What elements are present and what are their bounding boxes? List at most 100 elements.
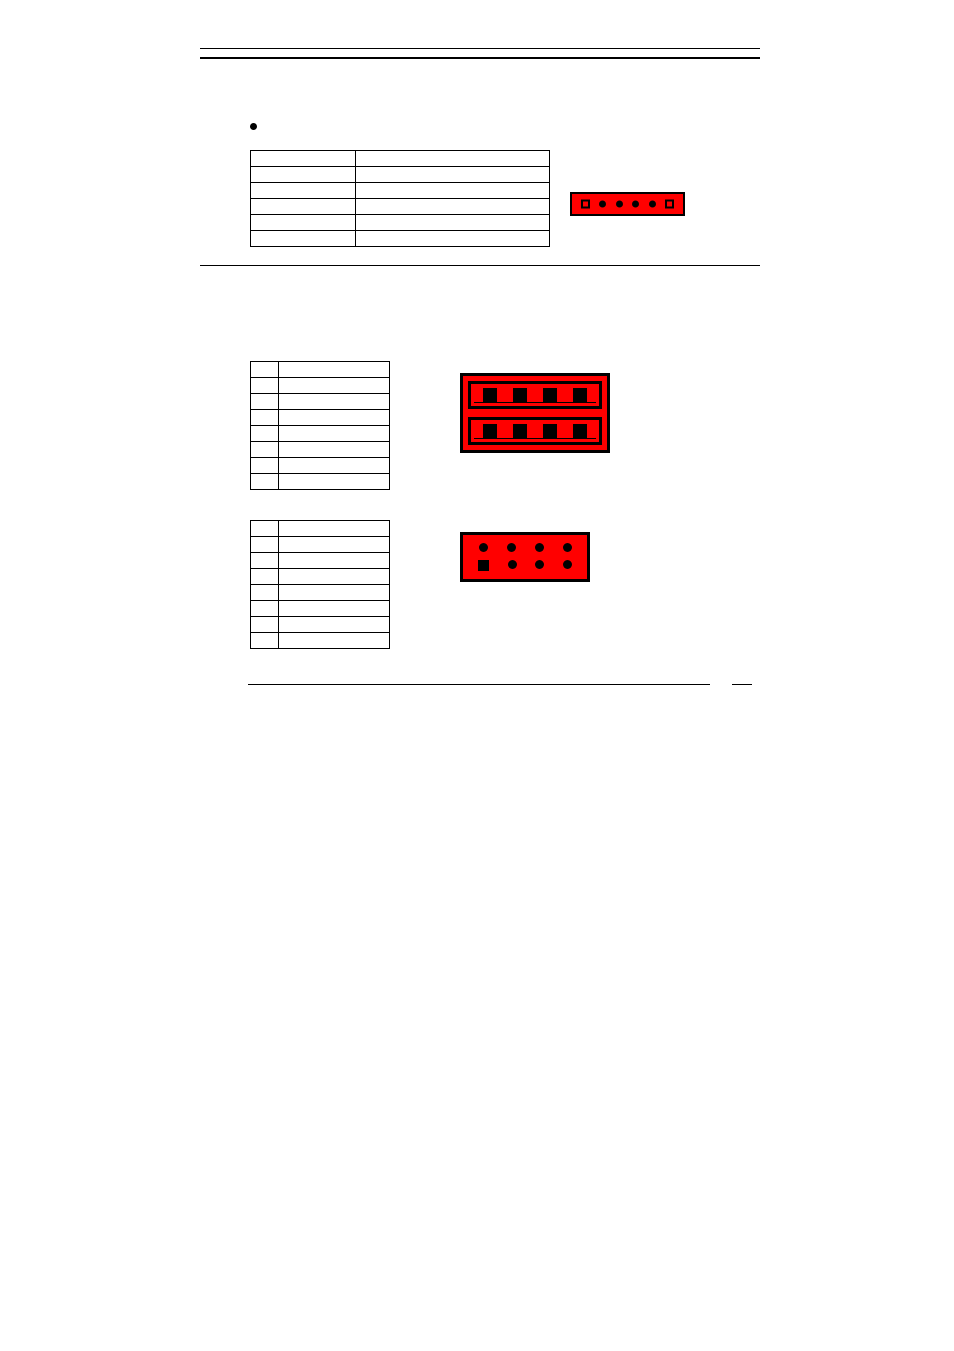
cell [278, 585, 389, 601]
table-row [251, 394, 390, 410]
cell [278, 633, 389, 649]
pin-dot-icon [507, 543, 516, 552]
rule-bottom-main [248, 684, 710, 685]
pin-square-icon [513, 424, 527, 438]
pin-dot-icon [535, 543, 544, 552]
cell [251, 617, 279, 633]
section-b-table [250, 361, 390, 490]
cell [251, 458, 279, 474]
cell [278, 362, 389, 378]
table-row [251, 569, 390, 585]
section-a-table [250, 150, 550, 247]
pin-square-icon [573, 424, 587, 438]
pin-square-icon [581, 200, 590, 209]
usb-tongue-icon [474, 402, 596, 405]
rule-bottom-tick [732, 684, 752, 685]
cell [355, 183, 549, 199]
cell [251, 167, 356, 183]
table-row [251, 521, 390, 537]
pin-square-icon [543, 388, 557, 402]
table-row [251, 199, 550, 215]
table-row [251, 362, 390, 378]
table-row [251, 633, 390, 649]
bullet-item [250, 119, 760, 130]
table-row [251, 410, 390, 426]
usb-port-bottom [468, 417, 602, 445]
pin-dot-icon [632, 201, 639, 208]
cell [251, 442, 279, 458]
cell [251, 362, 279, 378]
cell [251, 585, 279, 601]
usb-tongue-icon [474, 438, 596, 441]
cell [251, 426, 279, 442]
section-a-row [250, 150, 760, 247]
pin-square-icon [573, 388, 587, 402]
rule-top-thick [200, 57, 760, 59]
table-row [251, 378, 390, 394]
pin-dot-icon [649, 201, 656, 208]
cell [278, 378, 389, 394]
cell [251, 215, 356, 231]
cell [251, 601, 279, 617]
pin-row-top [469, 543, 581, 552]
cell [251, 537, 279, 553]
table-row [251, 585, 390, 601]
page-content [200, 48, 760, 685]
pin-square-icon [513, 388, 527, 402]
cell [251, 553, 279, 569]
cell [278, 617, 389, 633]
table-row [251, 231, 550, 247]
cell [278, 553, 389, 569]
table-row [251, 553, 390, 569]
bottom-rule-group [248, 684, 760, 685]
pin-square-icon [665, 200, 674, 209]
pin-square-icon [543, 424, 557, 438]
pin-row-bottom [469, 560, 581, 571]
pin-dot-icon [563, 543, 572, 552]
cell [251, 151, 356, 167]
cell [278, 569, 389, 585]
section-divider [200, 265, 760, 266]
cell [251, 521, 279, 537]
cell [278, 601, 389, 617]
usb-port-top [468, 381, 602, 409]
table-row [251, 167, 550, 183]
table-row [251, 442, 390, 458]
cell [251, 231, 356, 247]
table-row [251, 215, 550, 231]
connector-2x4-header [460, 532, 590, 582]
table-row [251, 151, 550, 167]
cell [278, 474, 389, 490]
cell [355, 151, 549, 167]
pin-square-icon [483, 424, 497, 438]
connector-1x6 [570, 192, 685, 216]
cell [278, 458, 389, 474]
table-row [251, 601, 390, 617]
cell [278, 521, 389, 537]
section-c-row [250, 520, 760, 649]
cell [251, 569, 279, 585]
table-row [251, 474, 390, 490]
section-b-row [250, 361, 760, 490]
table-row [251, 458, 390, 474]
table-row [251, 183, 550, 199]
cell [278, 426, 389, 442]
pin-dot-icon [535, 560, 544, 569]
pin-dot-icon [508, 560, 517, 569]
pin-square-icon [478, 560, 489, 571]
table-row [251, 426, 390, 442]
cell [251, 410, 279, 426]
cell [278, 442, 389, 458]
pin-dot-icon [479, 543, 488, 552]
pin-dot-icon [616, 201, 623, 208]
cell [278, 537, 389, 553]
cell [251, 474, 279, 490]
cell [355, 231, 549, 247]
cell [355, 199, 549, 215]
cell [251, 183, 356, 199]
pin-dot-icon [599, 201, 606, 208]
bullet-dot-icon [250, 123, 257, 130]
cell [251, 394, 279, 410]
cell [355, 167, 549, 183]
cell [251, 378, 279, 394]
